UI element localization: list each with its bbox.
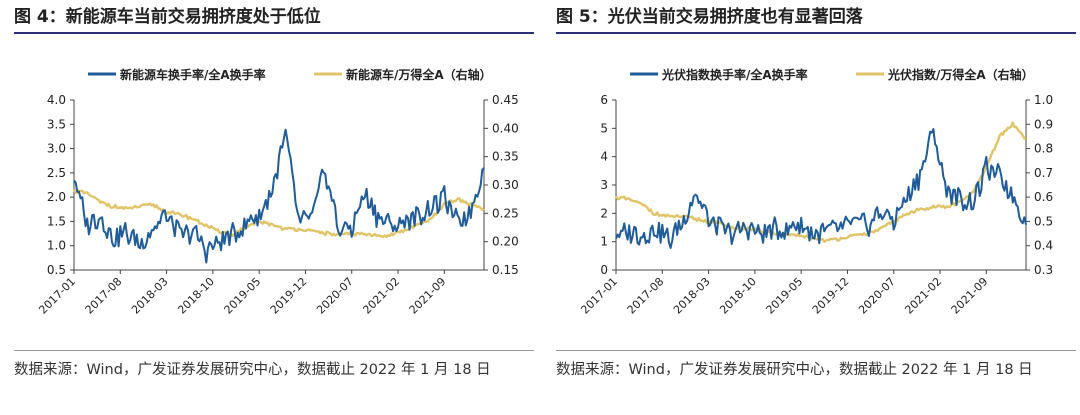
y-tick-label: 3.0 bbox=[47, 142, 66, 156]
chart-panel-right: 图 5：光伏当前交易拥挤度也有显著回落 光伏指数换手率/全A换手率 光伏指数/万得… bbox=[556, 0, 1076, 415]
x-tick-label: 2021-02 bbox=[902, 275, 944, 317]
y-tick-label: 3 bbox=[600, 178, 608, 192]
legend-label: 新能源车/万得全A（右轴） bbox=[346, 67, 492, 82]
x-tick-label: 2021-09 bbox=[949, 275, 991, 317]
y2-tick-label: 0.40 bbox=[492, 121, 519, 135]
x-tick-label: 2020-07 bbox=[856, 275, 898, 317]
chart-title: 图 5：光伏当前交易拥挤度也有显著回落 bbox=[556, 2, 1076, 34]
x-tick-label: 2018-10 bbox=[175, 275, 217, 317]
y-tick-label: 6 bbox=[600, 93, 608, 107]
y2-tick-label: 0.15 bbox=[492, 263, 519, 277]
y2-tick-label: 1.0 bbox=[1034, 93, 1053, 107]
y-tick-label: 4.0 bbox=[47, 93, 66, 107]
y-tick-label: 2.0 bbox=[47, 190, 66, 204]
x-tick-label: 2019-12 bbox=[268, 275, 310, 317]
y2-tick-label: 0.7 bbox=[1034, 166, 1053, 180]
x-tick-label: 2018-10 bbox=[717, 275, 759, 317]
chart-title: 图 4：新能源车当前交易拥挤度处于低位 bbox=[14, 2, 534, 34]
legend-label: 光伏指数换手率/全A换手率 bbox=[661, 67, 808, 82]
chart-panel-left: 图 4：新能源车当前交易拥挤度处于低位 新能源车换手率/全A换手率 新能源车/万得… bbox=[14, 0, 534, 415]
y-tick-label: 5 bbox=[600, 121, 608, 135]
x-tick-label: 2019-05 bbox=[222, 275, 264, 317]
y-tick-label: 3.5 bbox=[47, 117, 66, 131]
x-tick-label: 2017-08 bbox=[83, 275, 125, 317]
x-tick-label: 2019-05 bbox=[764, 275, 806, 317]
y2-tick-label: 0.5 bbox=[1034, 214, 1053, 228]
y2-tick-label: 0.30 bbox=[492, 178, 519, 192]
x-tick-label: 2021-02 bbox=[360, 275, 402, 317]
legend-label: 新能源车换手率/全A换手率 bbox=[120, 67, 266, 82]
y2-tick-label: 0.3 bbox=[1034, 263, 1053, 277]
x-tick-label: 2017-01 bbox=[578, 275, 620, 317]
x-tick-label: 2017-08 bbox=[625, 275, 667, 317]
x-tick-label: 2018-03 bbox=[671, 275, 713, 317]
y2-tick-label: 0.20 bbox=[492, 235, 519, 249]
y-tick-label: 2 bbox=[600, 206, 608, 220]
y-tick-label: 4 bbox=[600, 150, 608, 164]
source-note: 数据来源：Wind，广发证券发展研究中心，数据截止 2022 年 1 月 18 … bbox=[556, 350, 1076, 383]
y2-tick-label: 0.35 bbox=[492, 150, 519, 164]
y-tick-label: 1.0 bbox=[47, 239, 66, 253]
series-line-relative bbox=[72, 188, 485, 239]
y2-tick-label: 0.45 bbox=[492, 93, 519, 107]
series-line-turnover bbox=[615, 128, 1027, 249]
x-tick-label: 2018-03 bbox=[129, 275, 171, 317]
legend-label: 光伏指数/万得全A（右轴） bbox=[887, 67, 1034, 82]
chart-right: 光伏指数换手率/全A换手率 光伏指数/万得全A（右轴） 0 1 2 3 4 5 6 0.3 0.4 0… bbox=[578, 67, 1053, 317]
chart-left: 新能源车换手率/全A换手率 新能源车/万得全A（右轴） 0.5 1.0 1.5 2.0 2.… bbox=[36, 67, 519, 317]
y2-tick-label: 0.4 bbox=[1034, 239, 1053, 253]
y-tick-label: 0.5 bbox=[47, 263, 66, 277]
x-tick-label: 2020-07 bbox=[314, 275, 356, 317]
y-tick-label: 0 bbox=[600, 263, 608, 277]
y2-tick-label: 0.6 bbox=[1034, 190, 1053, 204]
y-tick-label: 1.5 bbox=[47, 214, 66, 228]
x-tick-label: 2019-12 bbox=[810, 275, 852, 317]
y-tick-label: 2.5 bbox=[47, 166, 66, 180]
y2-tick-label: 0.9 bbox=[1034, 117, 1053, 131]
y2-tick-label: 0.8 bbox=[1034, 142, 1053, 156]
y-tick-label: 1 bbox=[600, 235, 608, 249]
series-line-turnover bbox=[73, 128, 485, 264]
source-note: 数据来源：Wind，广发证券发展研究中心，数据截止 2022 年 1 月 18 … bbox=[14, 350, 534, 383]
x-tick-label: 2021-09 bbox=[407, 275, 449, 317]
y2-tick-label: 0.25 bbox=[492, 206, 519, 220]
x-tick-label: 2017-01 bbox=[36, 275, 78, 317]
